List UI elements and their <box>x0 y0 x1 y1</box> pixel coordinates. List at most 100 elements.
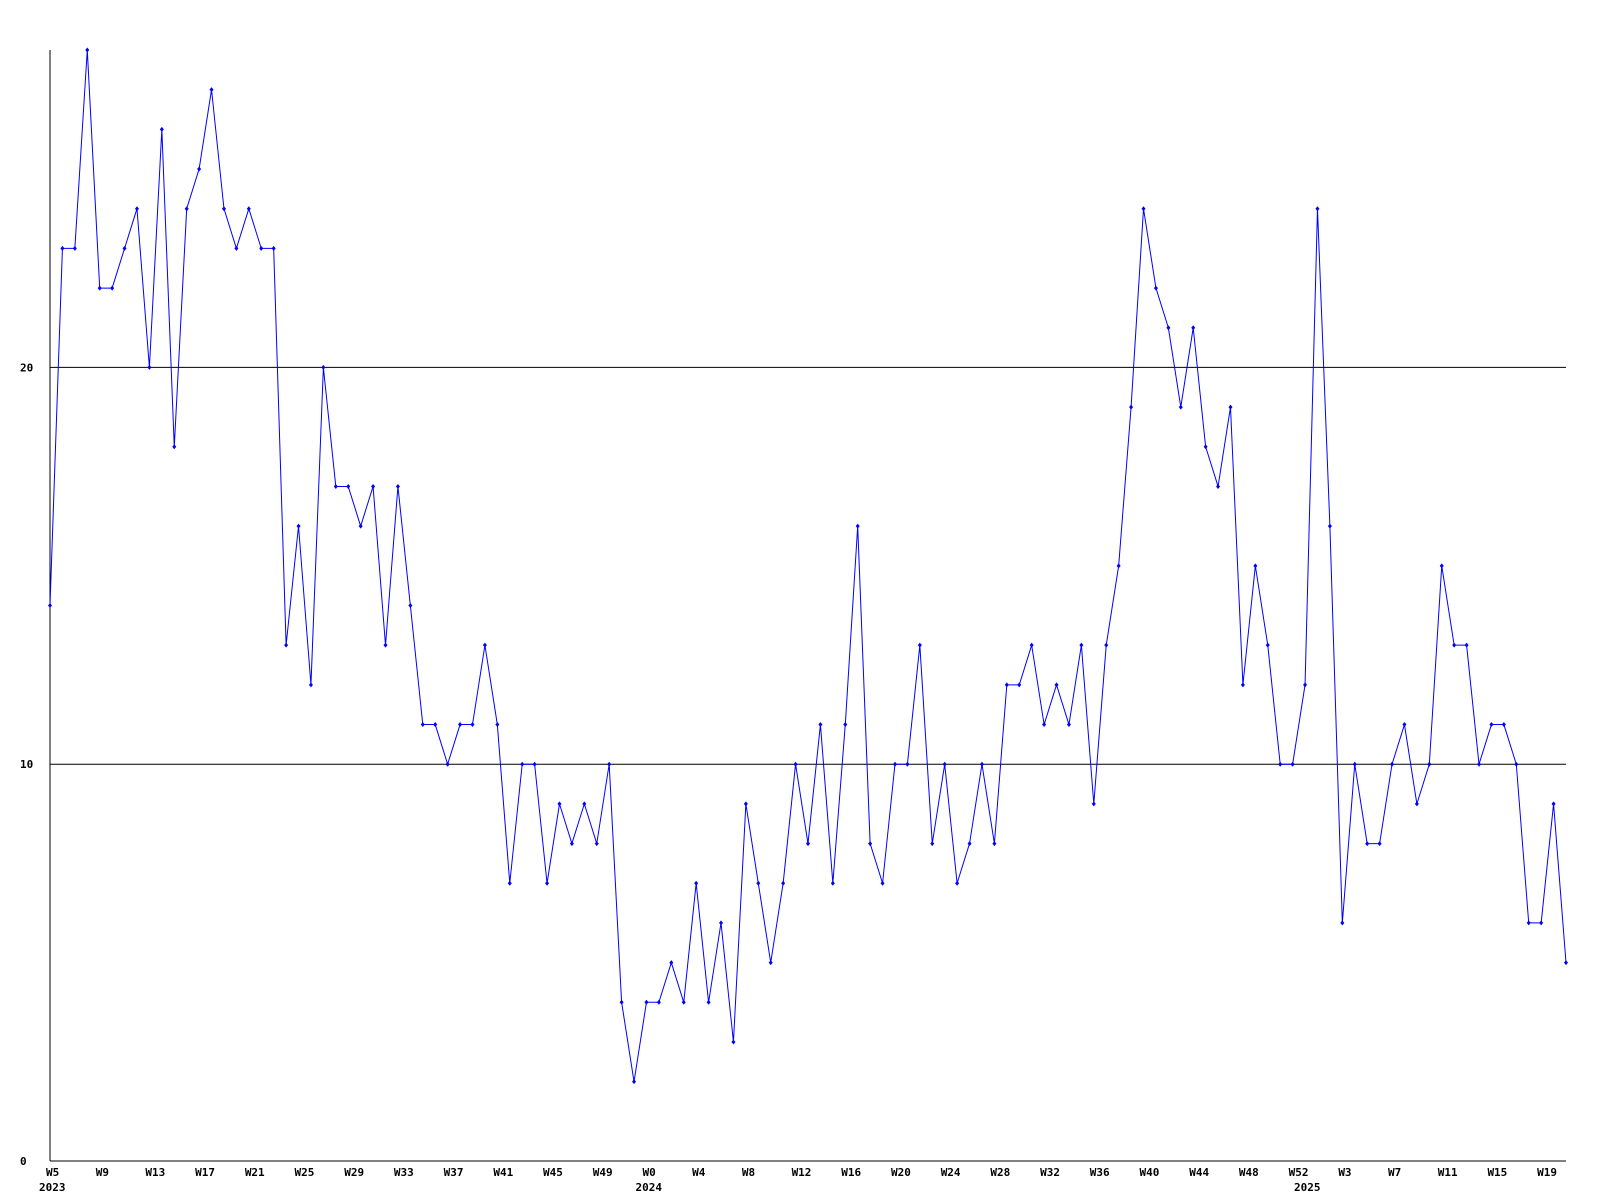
data-point <box>1079 642 1084 648</box>
x-tick-label: W4 <box>692 1166 706 1179</box>
data-point <box>1501 722 1506 728</box>
data-point <box>1228 404 1233 410</box>
data-point <box>60 245 65 251</box>
data-point <box>271 245 276 251</box>
x-tick-label: W36 <box>1090 1166 1110 1179</box>
data-point <box>607 761 612 767</box>
x-tick-label: W24 <box>941 1166 961 1179</box>
data-point <box>1054 682 1059 688</box>
x-tick-label: W48 <box>1239 1166 1259 1179</box>
data-point <box>1265 642 1270 648</box>
data-point <box>159 126 164 132</box>
data-point <box>632 1079 637 1085</box>
data-point <box>868 841 873 847</box>
data-point <box>930 841 935 847</box>
data-point <box>892 761 897 767</box>
data-point <box>458 722 463 728</box>
data-point <box>197 166 202 172</box>
data-point <box>110 285 115 291</box>
x-tick-label: W41 <box>493 1166 513 1179</box>
data-point <box>1290 761 1295 767</box>
data-point <box>694 880 699 886</box>
data-point <box>1004 682 1009 688</box>
data-point <box>731 1039 736 1045</box>
data-point <box>358 523 363 529</box>
data-point <box>1303 682 1308 688</box>
data-point <box>1017 682 1022 688</box>
data-point <box>545 880 550 886</box>
data-point <box>743 801 748 807</box>
data-point <box>967 841 972 847</box>
x-tick-label: W33 <box>394 1166 414 1179</box>
data-point <box>284 642 289 648</box>
x-tick-label: W9 <box>96 1166 109 1179</box>
data-point <box>880 880 885 886</box>
data-point <box>1253 563 1258 569</box>
data-point <box>209 87 214 93</box>
data-point <box>1203 444 1208 450</box>
data-point <box>495 722 500 728</box>
x-tick-label: W8 <box>742 1166 755 1179</box>
data-point <box>482 642 487 648</box>
x-tick-label: W13 <box>145 1166 165 1179</box>
data-point <box>979 761 984 767</box>
data-point <box>1166 325 1171 331</box>
data-point <box>1564 960 1568 966</box>
data-point <box>719 920 724 926</box>
y-tick-label: 0 <box>20 1155 27 1168</box>
data-point <box>681 999 686 1005</box>
data-point <box>1091 801 1096 807</box>
data-point <box>1539 920 1544 926</box>
data-point <box>1464 642 1469 648</box>
data-point <box>1066 722 1071 728</box>
x-tick-label: W11 <box>1438 1166 1458 1179</box>
data-point <box>768 960 773 966</box>
data-point <box>85 47 90 53</box>
y-tick-label: 20 <box>20 361 33 374</box>
data-point <box>1352 761 1357 767</box>
x-tick-label: W52 <box>1289 1166 1309 1179</box>
data-point <box>1278 761 1283 767</box>
data-point <box>296 523 301 529</box>
data-point <box>1477 761 1482 767</box>
data-point <box>221 206 226 212</box>
x-tick-label: W32 <box>1040 1166 1060 1179</box>
data-point <box>48 603 52 608</box>
data-point <box>843 722 848 728</box>
data-point <box>445 761 450 767</box>
data-point <box>246 206 251 212</box>
data-point <box>1129 404 1134 410</box>
data-point <box>669 960 674 966</box>
data-point <box>333 483 338 489</box>
data-point <box>520 761 525 767</box>
x-tick-label: W37 <box>444 1166 464 1179</box>
data-point <box>1514 761 1519 767</box>
data-point <box>1427 761 1432 767</box>
data-point <box>184 206 189 212</box>
x-tick-label: W5 <box>46 1166 59 1179</box>
data-point <box>97 285 102 291</box>
x-tick-label: W49 <box>593 1166 613 1179</box>
data-point <box>756 880 761 886</box>
x-tick-label: W44 <box>1189 1166 1209 1179</box>
data-point <box>346 483 351 489</box>
data-point <box>557 801 562 807</box>
x-tick-label: W45 <box>543 1166 563 1179</box>
data-point <box>1029 642 1034 648</box>
data-point <box>408 603 413 608</box>
data-point <box>818 722 823 728</box>
data-point <box>1327 523 1332 529</box>
x-tick-label: W3 <box>1338 1166 1351 1179</box>
data-point <box>122 245 127 251</box>
data-point <box>383 642 388 648</box>
data-line <box>49 49 1567 1082</box>
data-point <box>147 364 152 370</box>
x-tick-label: W15 <box>1487 1166 1507 1179</box>
data-point <box>594 841 599 847</box>
data-point <box>1452 642 1457 648</box>
data-point <box>259 245 264 251</box>
x-year-label: 2025 <box>1294 1181 1321 1194</box>
x-tick-label: W19 <box>1537 1166 1557 1179</box>
